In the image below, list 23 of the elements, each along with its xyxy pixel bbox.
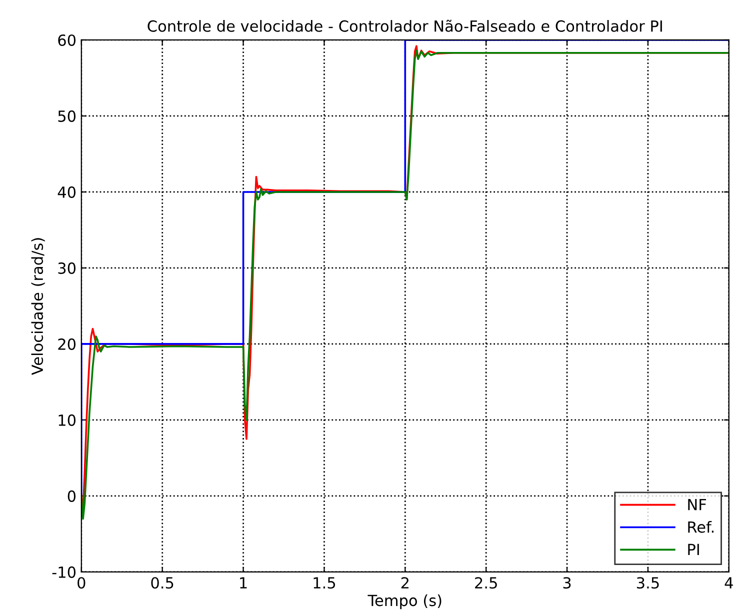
y-tick-label: 20	[58, 338, 76, 350]
legend-label: Ref.	[688, 520, 714, 533]
x-tick-label: 1	[240, 577, 247, 588]
x-tick-label: 2	[401, 577, 408, 588]
y-tick-label: 60	[58, 34, 76, 46]
x-axis-title: Tempo (s)	[368, 594, 442, 610]
y-tick-label: 40	[58, 186, 76, 198]
chart-title: Controle de velocidade - Controlador Não-Falseado e Controlador PI	[148, 20, 662, 32]
y-axis-title: Velocidade (rad/s)	[31, 238, 45, 375]
x-tick-label: 0	[78, 577, 86, 589]
x-tick-label: 1.5	[314, 577, 336, 589]
legend-label: NF	[688, 499, 706, 510]
y-tick-label: 10	[58, 414, 76, 426]
x-tick-label: 2.5	[475, 577, 497, 589]
y-tick-label: 0	[68, 490, 76, 502]
y-tick-label: -10	[52, 566, 76, 578]
x-tick-label: 3	[563, 577, 571, 589]
y-tick-label: 50	[58, 110, 76, 122]
x-tick-label: 0.5	[151, 577, 174, 589]
x-tick-label: 4	[724, 577, 733, 588]
legend-label: PI	[688, 544, 699, 556]
x-tick-label: 3.5	[636, 577, 659, 589]
y-tick-label: 30	[58, 262, 76, 274]
